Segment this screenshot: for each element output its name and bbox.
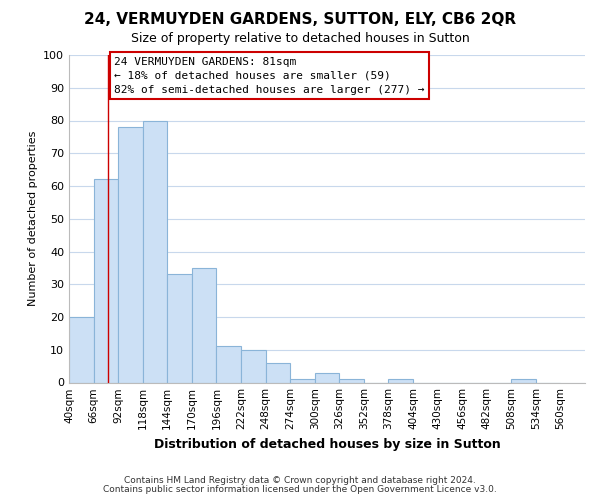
Text: Contains public sector information licensed under the Open Government Licence v3: Contains public sector information licen… — [103, 484, 497, 494]
Bar — [290, 379, 315, 382]
Bar — [266, 363, 290, 382]
Y-axis label: Number of detached properties: Number of detached properties — [28, 131, 38, 306]
Bar — [388, 379, 413, 382]
Bar — [217, 346, 241, 382]
Bar — [94, 180, 118, 382]
Bar — [339, 379, 364, 382]
Text: 24 VERMUYDEN GARDENS: 81sqm
← 18% of detached houses are smaller (59)
82% of sem: 24 VERMUYDEN GARDENS: 81sqm ← 18% of det… — [115, 56, 425, 94]
Bar — [315, 372, 339, 382]
Bar — [511, 379, 536, 382]
Bar — [241, 350, 266, 382]
Bar — [143, 120, 167, 382]
Text: Size of property relative to detached houses in Sutton: Size of property relative to detached ho… — [131, 32, 469, 45]
Bar — [118, 127, 143, 382]
Bar — [69, 317, 94, 382]
Text: Contains HM Land Registry data © Crown copyright and database right 2024.: Contains HM Land Registry data © Crown c… — [124, 476, 476, 485]
Text: 24, VERMUYDEN GARDENS, SUTTON, ELY, CB6 2QR: 24, VERMUYDEN GARDENS, SUTTON, ELY, CB6 … — [84, 12, 516, 28]
Bar — [192, 268, 217, 382]
X-axis label: Distribution of detached houses by size in Sutton: Distribution of detached houses by size … — [154, 438, 500, 451]
Bar — [167, 274, 192, 382]
